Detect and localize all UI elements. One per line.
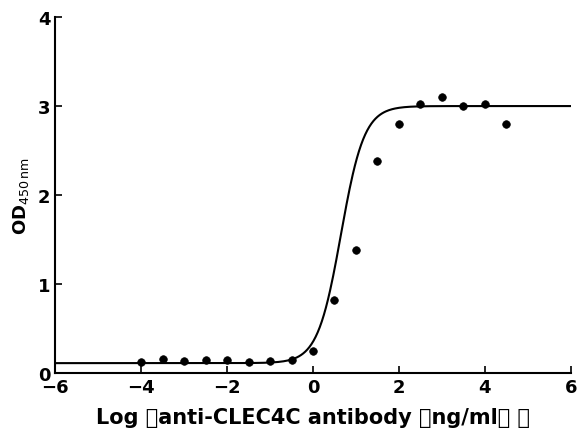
Point [459,103,468,110]
Point [179,358,189,365]
Point [222,357,232,364]
Point [502,121,511,128]
X-axis label: Log （anti-CLEC4C antibody （ng/ml） ）: Log （anti-CLEC4C antibody （ng/ml） ） [96,407,530,427]
Point [244,359,253,366]
Point [265,358,275,365]
Y-axis label: OD$_{450\rm\,nm}$: OD$_{450\rm\,nm}$ [11,157,31,234]
Point [416,102,425,109]
Point [480,102,489,109]
Point [394,121,403,128]
Point [330,297,339,304]
Point [158,355,168,362]
Point [287,357,296,364]
Point [437,95,446,102]
Point [351,247,360,254]
Point [201,357,211,364]
Point [373,159,382,166]
Point [136,359,146,366]
Point [308,347,318,354]
